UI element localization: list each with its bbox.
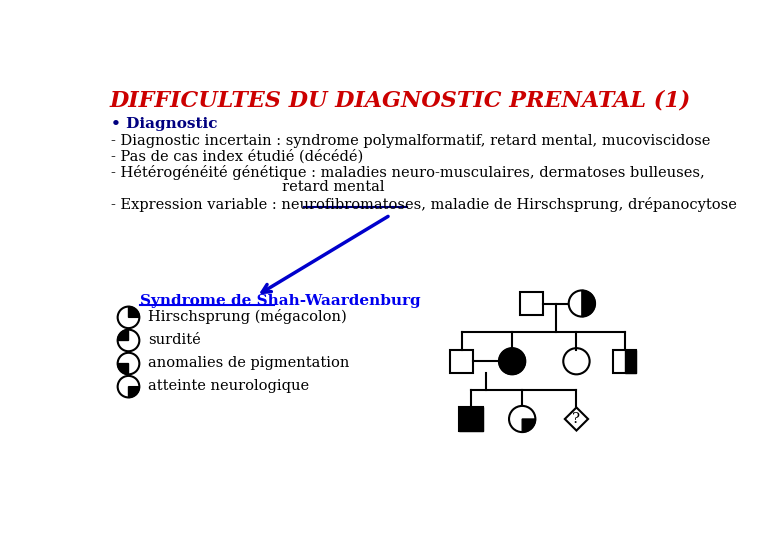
Wedge shape (129, 307, 140, 318)
Wedge shape (118, 330, 129, 340)
Bar (613, 350, 636, 373)
Text: anomalies de pigmentation: anomalies de pigmentation (148, 356, 349, 370)
Text: Hirschsprung (mégacolon): Hirschsprung (mégacolon) (148, 309, 346, 324)
Wedge shape (129, 387, 140, 397)
Text: DIFFICULTES DU DIAGNOSTIC PRENATAL (1): DIFFICULTES DU DIAGNOSTIC PRENATAL (1) (109, 90, 690, 111)
Bar (520, 292, 543, 315)
Text: • Diagnostic: • Diagnostic (112, 117, 218, 131)
Circle shape (509, 406, 535, 432)
Text: atteinte neurologique: atteinte neurologique (148, 379, 309, 393)
Bar (459, 408, 483, 430)
Text: - Hétérogénéité génétique : maladies neuro-musculaires, dermatoses bulleuses,: - Hétérogénéité génétique : maladies neu… (112, 165, 705, 180)
Circle shape (499, 348, 525, 374)
Wedge shape (118, 363, 129, 374)
Text: retard mental: retard mental (112, 180, 385, 194)
Bar (613, 350, 636, 373)
Circle shape (569, 291, 595, 316)
Text: ?: ? (573, 412, 580, 426)
Circle shape (118, 307, 140, 328)
Bar (459, 408, 483, 430)
Bar (450, 350, 473, 373)
Text: - Expression variable : neurofibromatoses, maladie de Hirschsprung, drépanocytos: - Expression variable : neurofibromatose… (112, 197, 737, 212)
Circle shape (118, 330, 140, 351)
Wedge shape (522, 419, 535, 432)
Text: surdité: surdité (148, 333, 200, 347)
Wedge shape (582, 291, 595, 316)
Text: - Pas de cas index étudié (décédé): - Pas de cas index étudié (décédé) (112, 150, 363, 164)
Circle shape (118, 353, 140, 374)
Circle shape (118, 376, 140, 397)
Text: Syndrome de Shah-Waardenburg: Syndrome de Shah-Waardenburg (140, 294, 420, 308)
Bar (625, 350, 636, 373)
Polygon shape (565, 408, 588, 430)
Text: - Diagnostic incertain : syndrome polymalformatif, retard mental, mucoviscidose: - Diagnostic incertain : syndrome polyma… (112, 134, 711, 148)
